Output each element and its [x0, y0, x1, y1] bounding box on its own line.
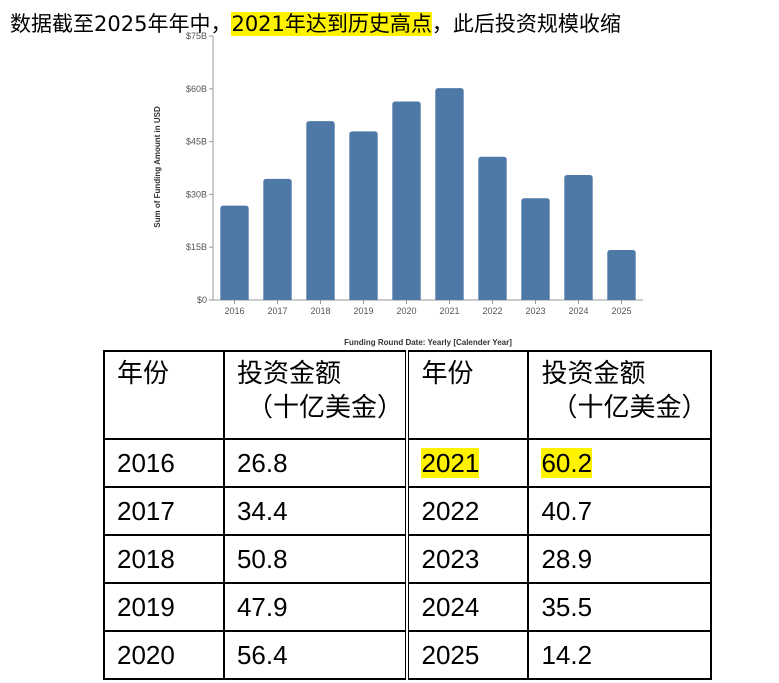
year-cell: 2025 [405, 630, 530, 680]
y-tick-label: $60B [186, 84, 207, 94]
year-cell: 2019 [103, 582, 225, 632]
year-cell: 2018 [103, 534, 225, 584]
plot-area: $0 $15B $30B $45B $60B $75B 2016 2017 2018 2019 20… [186, 31, 643, 316]
y-tick-label: $30B [186, 189, 207, 199]
bar-2022 [478, 156, 507, 300]
header-year-left: 年份 [103, 350, 225, 440]
x-tick-label: 2020 [396, 306, 416, 316]
x-tick-label: 2016 [224, 306, 244, 316]
table-row: 2018 50.8 2023 28.9 [103, 534, 712, 584]
year-cell: 2017 [103, 486, 225, 536]
amount-cell: 14.2 [527, 630, 712, 680]
amount-cell: 50.8 [222, 534, 409, 584]
bar-2016 [220, 205, 249, 300]
x-tick-label: 2017 [267, 306, 287, 316]
year-cell: 2024 [405, 582, 530, 632]
header-amount-right: 投资金额 （十亿美金） [527, 350, 712, 440]
table-row: 2016 26.8 2021 60.2 [103, 438, 712, 488]
bar-2025 [607, 250, 636, 300]
x-tick-label: 2018 [310, 306, 330, 316]
headline: 数据截至2025年年中，2021年达到历史高点，此后投资规模收缩 [10, 8, 621, 40]
x-tick-label: 2022 [482, 306, 502, 316]
y-tick-label: $15B [186, 242, 207, 252]
amount-cell: 28.9 [527, 534, 712, 584]
amount-cell: 47.9 [222, 582, 409, 632]
x-axis-title: Funding Round Date: Yearly [Calender Yea… [344, 338, 512, 347]
year-cell: 2016 [103, 438, 225, 488]
header-year-right: 年份 [405, 350, 530, 440]
y-tick-label: $45B [186, 137, 207, 147]
year-cell: 2023 [405, 534, 530, 584]
x-tick-label: 2023 [525, 306, 545, 316]
x-tick-label: 2021 [439, 306, 459, 316]
funding-table: 年份 投资金额 （十亿美金） 年份 投资金额 （十亿美金） 2016 26.8 2021… [103, 350, 712, 680]
amount-cell: 26.8 [222, 438, 409, 488]
y-tick-label: $0 [197, 295, 207, 305]
bar-2017 [263, 178, 292, 300]
headline-suffix: ，此后投资规模收缩 [431, 12, 621, 36]
y-tick-label: $75B [186, 31, 207, 41]
x-tick-label: 2019 [353, 306, 373, 316]
amount-cell: 60.2 [527, 438, 712, 488]
amount-cell: 34.4 [222, 486, 409, 536]
x-tick-label: 2024 [568, 306, 588, 316]
year-cell: 2022 [405, 486, 530, 536]
funding-bar-chart: $0 $15B $30B $45B $60B $75B 2016 2017 2018 2019 20… [153, 31, 643, 347]
amount-cell: 40.7 [527, 486, 712, 536]
table-row: 2019 47.9 2024 35.5 [103, 582, 712, 632]
table-row: 2017 34.4 2022 40.7 [103, 486, 712, 536]
bar-2019 [349, 131, 378, 300]
year-cell: 2020 [103, 630, 225, 680]
bar-2021 [435, 88, 464, 300]
bar-2018 [306, 121, 335, 301]
bar-2020 [392, 101, 421, 300]
header-amount-left: 投资金额 （十亿美金） [222, 350, 409, 440]
amount-cell: 35.5 [527, 582, 712, 632]
year-cell: 2021 [405, 438, 530, 488]
headline-prefix: 数据截至2025年年中， [10, 12, 232, 36]
y-axis-title: Sum of Funding Amount in USD [153, 106, 162, 228]
table-row: 2020 56.4 2025 14.2 [103, 630, 712, 680]
bar-2024 [564, 175, 593, 300]
amount-cell: 56.4 [222, 630, 409, 680]
headline-highlight: 2021年达到历史高点 [231, 12, 432, 36]
table-header-row: 年份 投资金额 （十亿美金） 年份 投资金额 （十亿美金） [103, 350, 712, 440]
bar-2023 [521, 198, 550, 300]
x-tick-label: 2025 [611, 306, 631, 316]
